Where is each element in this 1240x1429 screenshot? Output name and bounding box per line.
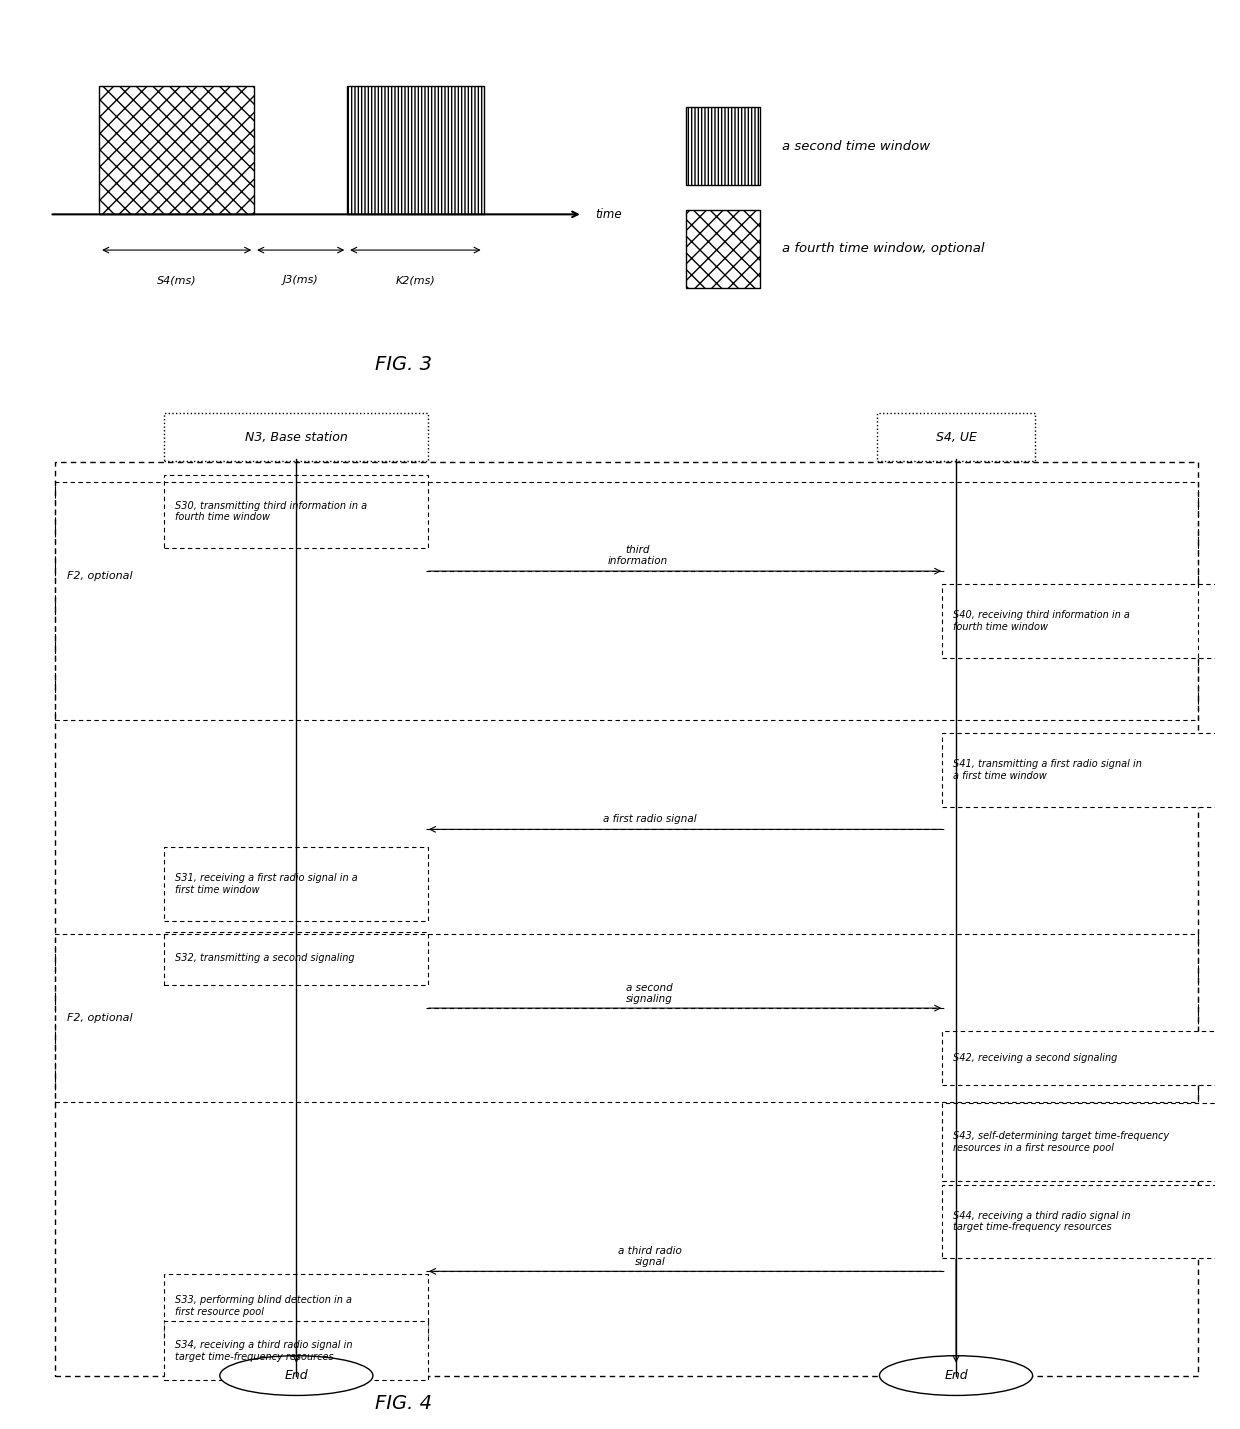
FancyBboxPatch shape [942, 1185, 1218, 1259]
Text: S31, receiving a first radio signal in a
first time window: S31, receiving a first radio signal in a… [175, 873, 358, 895]
Text: S43, self-determining target time-frequency
resources in a first resource pool: S43, self-determining target time-freque… [952, 1132, 1168, 1153]
Text: third
information: third information [608, 544, 668, 566]
Text: a second
signaling: a second signaling [626, 983, 673, 1005]
FancyBboxPatch shape [165, 474, 428, 549]
FancyBboxPatch shape [165, 1322, 428, 1380]
FancyBboxPatch shape [877, 413, 1035, 462]
Text: J3(ms): J3(ms) [283, 274, 319, 284]
Text: S4(ms): S4(ms) [157, 274, 196, 284]
Text: N3, Base station: N3, Base station [246, 430, 347, 443]
Ellipse shape [879, 1356, 1033, 1396]
Text: S30, transmitting third information in a
fourth time window: S30, transmitting third information in a… [175, 500, 367, 523]
Bar [347, 86, 484, 214]
Bar [99, 86, 254, 214]
Text: End: End [284, 1369, 309, 1382]
FancyBboxPatch shape [942, 584, 1218, 657]
Text: a third radio
signal: a third radio signal [618, 1246, 682, 1268]
Text: S42, receiving a second signaling: S42, receiving a second signaling [952, 1053, 1117, 1063]
Text: S44, receiving a third radio signal in
target time-frequency resources: S44, receiving a third radio signal in t… [952, 1210, 1130, 1232]
Text: End: End [944, 1369, 968, 1382]
Text: S32, transmitting a second signaling: S32, transmitting a second signaling [175, 953, 355, 963]
FancyBboxPatch shape [942, 1030, 1218, 1085]
FancyBboxPatch shape [942, 1103, 1218, 1182]
Bar [686, 210, 760, 287]
Ellipse shape [219, 1356, 373, 1396]
Text: F2, optional: F2, optional [67, 572, 133, 582]
FancyBboxPatch shape [165, 932, 428, 985]
FancyBboxPatch shape [942, 733, 1218, 806]
Text: a second time window: a second time window [781, 140, 930, 153]
FancyBboxPatch shape [165, 847, 428, 920]
Text: F2, optional: F2, optional [67, 1013, 133, 1023]
Text: K2(ms): K2(ms) [396, 274, 435, 284]
Text: S34, receiving a third radio signal in
target time-frequency resources: S34, receiving a third radio signal in t… [175, 1340, 352, 1362]
Text: time: time [595, 207, 621, 221]
Text: FIG. 4: FIG. 4 [374, 1395, 432, 1413]
Bar [686, 107, 760, 184]
Text: a first radio signal: a first radio signal [603, 815, 697, 825]
Text: S41, transmitting a first radio signal in
a first time window: S41, transmitting a first radio signal i… [952, 759, 1141, 780]
Text: S4, UE: S4, UE [936, 430, 976, 443]
Text: a fourth time window, optional: a fourth time window, optional [781, 243, 985, 256]
FancyBboxPatch shape [165, 413, 428, 462]
Text: S40, receiving third information in a
fourth time window: S40, receiving third information in a fo… [952, 610, 1130, 632]
Text: FIG. 3: FIG. 3 [374, 354, 432, 374]
Text: S33, performing blind detection in a
first resource pool: S33, performing blind detection in a fir… [175, 1295, 352, 1318]
FancyBboxPatch shape [165, 1275, 428, 1338]
